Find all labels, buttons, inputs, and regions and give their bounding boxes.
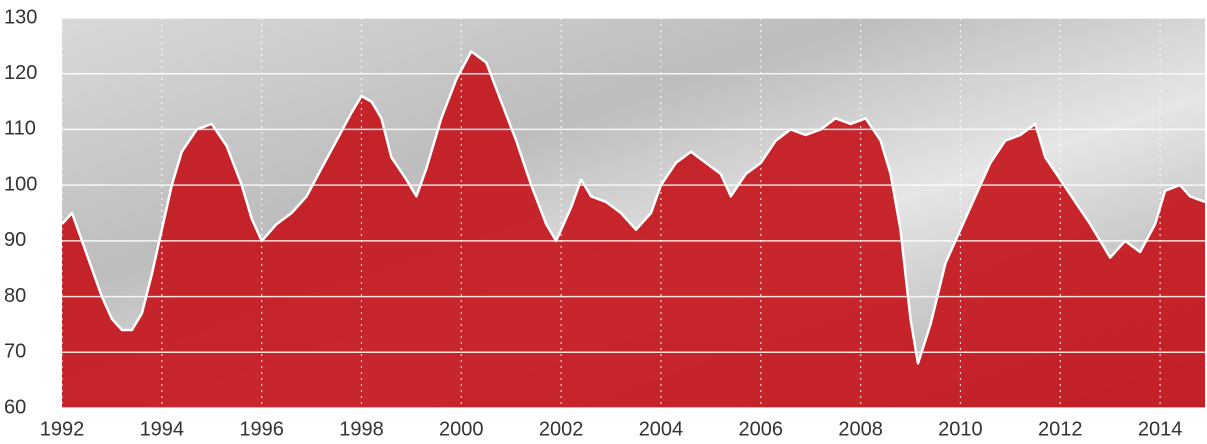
- y-tick-label: 120: [4, 62, 37, 84]
- y-tick-label: 60: [4, 396, 26, 418]
- line: [61, 50, 1206, 365]
- x-tick-label: 2014: [1138, 418, 1183, 440]
- x-tick-label: 2008: [838, 418, 883, 440]
- y-tick-label: 100: [4, 173, 37, 195]
- x-tick-label: 2000: [439, 418, 484, 440]
- x-tick-label: 1994: [140, 418, 185, 440]
- y-tick-label: 110: [4, 118, 36, 140]
- y-tick-label: 70: [4, 341, 26, 363]
- area: [62, 51, 1205, 409]
- y-tick-label: 90: [4, 229, 26, 251]
- x-tick-label: 2012: [1038, 418, 1083, 440]
- x-tick-label: 1996: [239, 418, 284, 440]
- x-tick-label: 2006: [739, 418, 784, 440]
- x-tick-label: 1998: [339, 418, 384, 440]
- y-tick-label: 130: [4, 6, 37, 28]
- x-tick-label: 2004: [639, 418, 684, 440]
- x-tick-label: 2010: [938, 418, 983, 440]
- y-tick-label: 80: [4, 285, 26, 307]
- x-tick-label: 2002: [539, 418, 584, 440]
- x-tick-label: 1992: [40, 418, 85, 440]
